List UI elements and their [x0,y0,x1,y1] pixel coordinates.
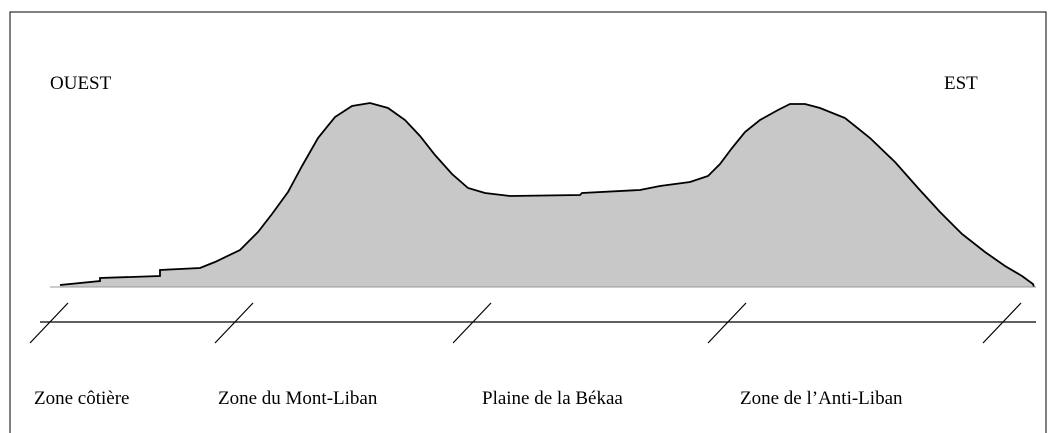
direction-west: OUEST [50,73,112,94]
zone-divider [452,302,492,344]
zone-divider [982,302,1022,344]
zone-label: Plaine de la Békaa [482,388,623,409]
relief-outline [59,102,1035,288]
zone-label: Zone du Mont-Liban [218,388,378,409]
zone-dividers [29,302,1022,344]
zone-divider [707,302,747,344]
relief-profile [60,103,1034,287]
frame [9,11,1047,433]
zone-divider [29,302,69,344]
direction-east: EST [944,73,978,94]
zone-divider [214,302,254,344]
zone-label: Zone de l’Anti-Liban [740,388,903,409]
zone-label: Zone côtière [34,388,129,409]
